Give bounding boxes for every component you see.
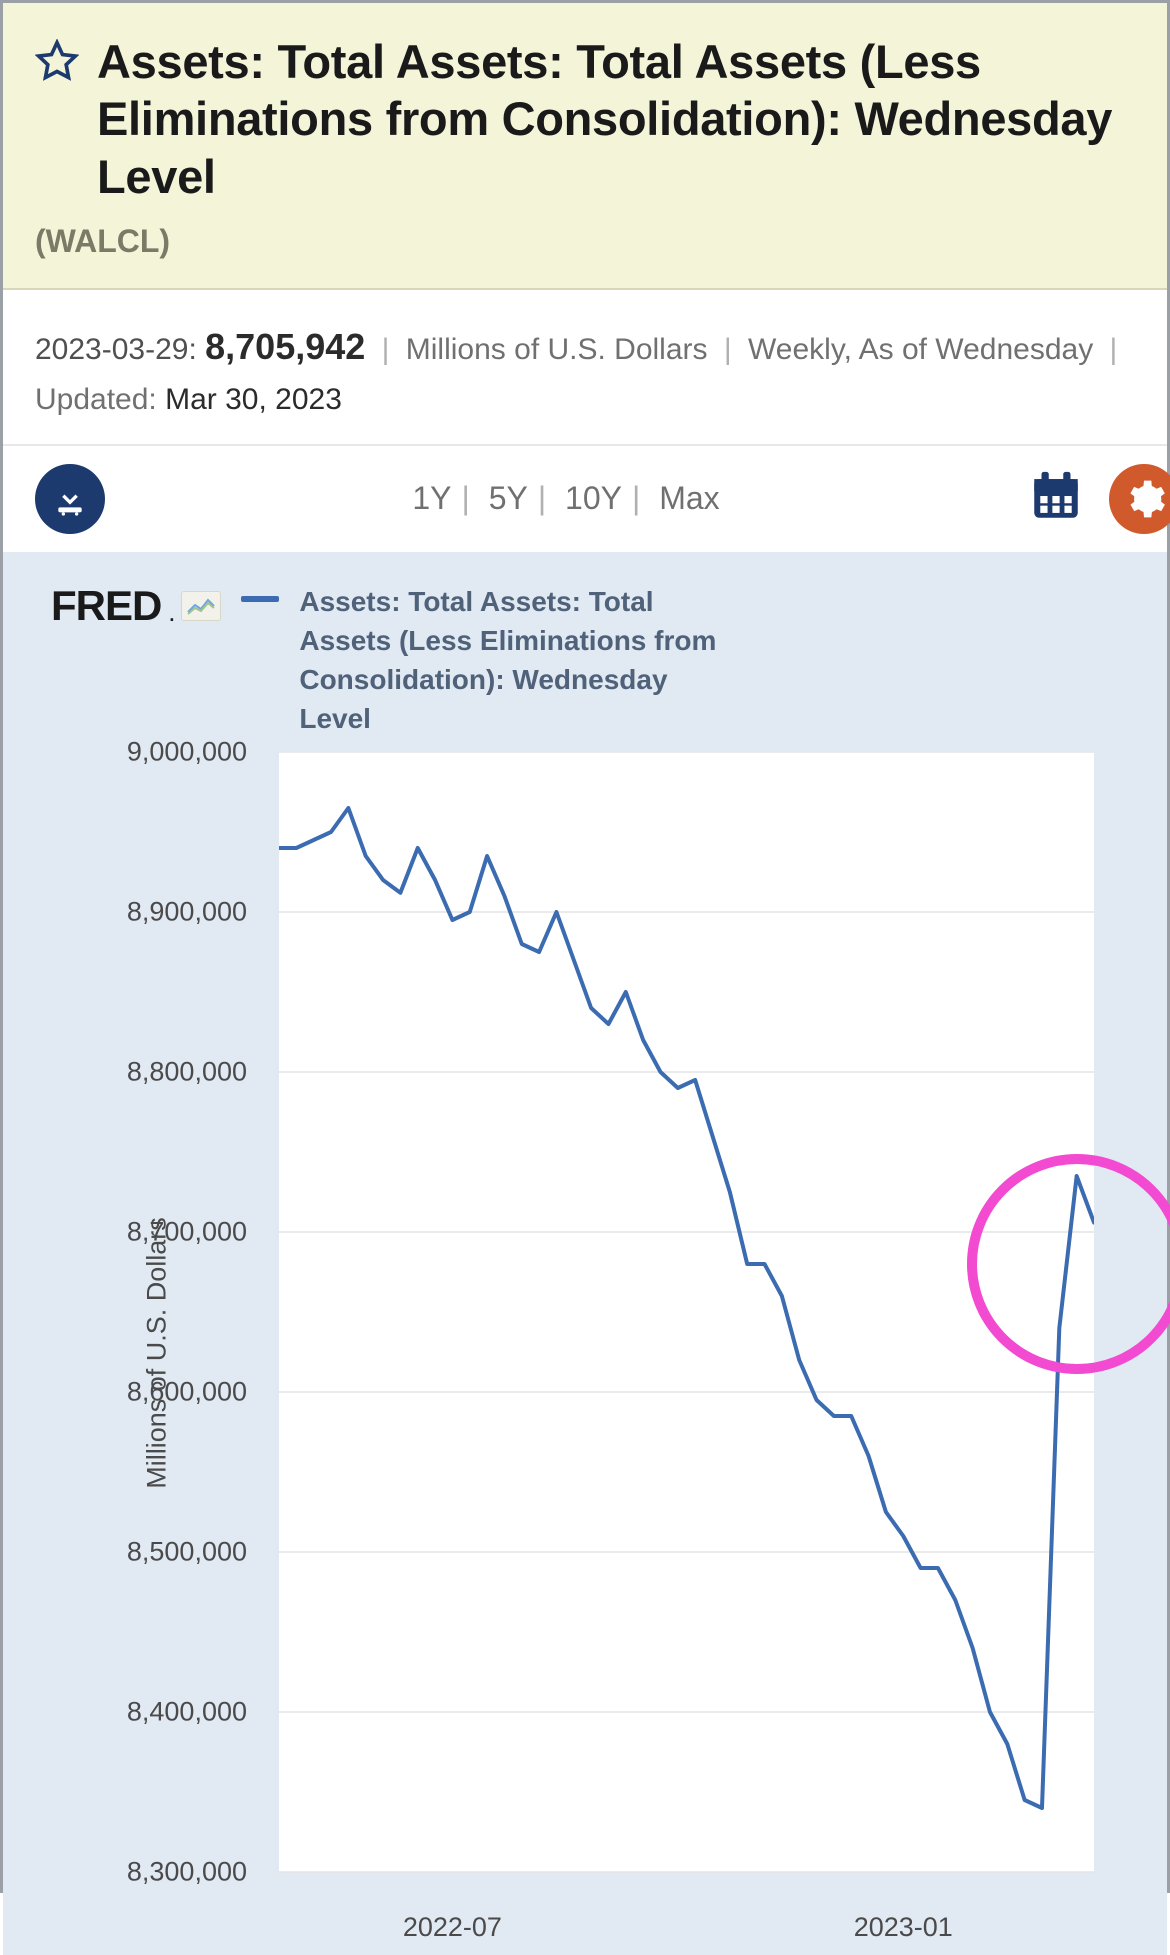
y-tick-label: 8,700,000 xyxy=(127,1216,247,1247)
meta-units: Millions of U.S. Dollars xyxy=(406,333,708,366)
x-tick-label: 2023-01 xyxy=(854,1912,953,1943)
toolbar-right xyxy=(1027,464,1167,534)
chart-legend: FRED . Assets: Total Assets: Total Asset… xyxy=(3,582,1167,739)
range-10y[interactable]: 10Y xyxy=(565,480,622,516)
chart-title: Assets: Total Assets: Total Assets (Less… xyxy=(97,33,1135,205)
calendar-icon[interactable] xyxy=(1027,467,1085,530)
range-5y[interactable]: 5Y xyxy=(489,480,528,516)
meta-sep: | xyxy=(716,333,740,366)
chart-toolbar: 1Y| 5Y| 10Y| Max xyxy=(3,446,1167,552)
x-axis-ticks: 2022-07 2023-01 xyxy=(3,1895,1167,1955)
meta-latest-value: 8,705,942 xyxy=(205,326,365,367)
y-tick-label: 8,800,000 xyxy=(127,1056,247,1087)
meta-frequency: Weekly, As of Wednesday xyxy=(748,333,1093,366)
toolbar-left xyxy=(35,464,105,534)
meta-sep: | xyxy=(1102,333,1126,366)
y-tick-label: 8,600,000 xyxy=(127,1376,247,1407)
title-row: Assets: Total Assets: Total Assets (Less… xyxy=(35,33,1135,205)
settings-gear-icon[interactable] xyxy=(1109,464,1170,534)
series-meta: 2023-03-29: 8,705,942 | Millions of U.S.… xyxy=(3,290,1167,444)
favorite-star-icon[interactable] xyxy=(35,39,79,88)
y-axis-ticks: 8,300,000 8,400,000 8,500,000 8,600,000 8,70… xyxy=(3,752,263,1955)
fred-badge-icon xyxy=(181,591,221,621)
time-range-selector: 1Y| 5Y| 10Y| Max xyxy=(412,480,719,517)
range-max[interactable]: Max xyxy=(659,480,719,516)
fred-logo-text: FRED xyxy=(51,582,161,630)
y-tick-label: 8,300,000 xyxy=(127,1856,247,1887)
legend-series-label: Assets: Total Assets: Total Assets (Less… xyxy=(299,582,729,739)
meta-updated-value: Mar 30, 2023 xyxy=(165,383,342,416)
range-1y[interactable]: 1Y xyxy=(412,480,451,516)
page-frame: Assets: Total Assets: Total Assets (Less… xyxy=(0,0,1170,1893)
plot-wrap: Millions of U.S. Dollars 8,300,0008,400,… xyxy=(3,752,1167,1955)
series-ticker: (WALCL) xyxy=(35,223,1135,260)
download-icon[interactable] xyxy=(35,464,105,534)
meta-sep: | xyxy=(374,333,398,366)
legend-swatch xyxy=(241,596,279,602)
line-chart-svg xyxy=(279,752,1094,1942)
chart-area: FRED . Assets: Total Assets: Total Asset… xyxy=(3,552,1167,1955)
x-tick-label: 2022-07 xyxy=(403,1912,502,1943)
fred-logo: FRED . xyxy=(51,582,221,630)
chart-header: Assets: Total Assets: Total Assets (Less… xyxy=(3,3,1167,290)
meta-updated-label: Updated: xyxy=(35,383,157,416)
annotation-circle xyxy=(967,1154,1170,1374)
y-tick-label: 8,900,000 xyxy=(127,896,247,927)
y-tick-label: 9,000,000 xyxy=(127,736,247,767)
y-tick-label: 8,500,000 xyxy=(127,1536,247,1567)
y-tick-label: 8,400,000 xyxy=(127,1696,247,1727)
meta-date: 2023-03-29: xyxy=(35,333,197,366)
